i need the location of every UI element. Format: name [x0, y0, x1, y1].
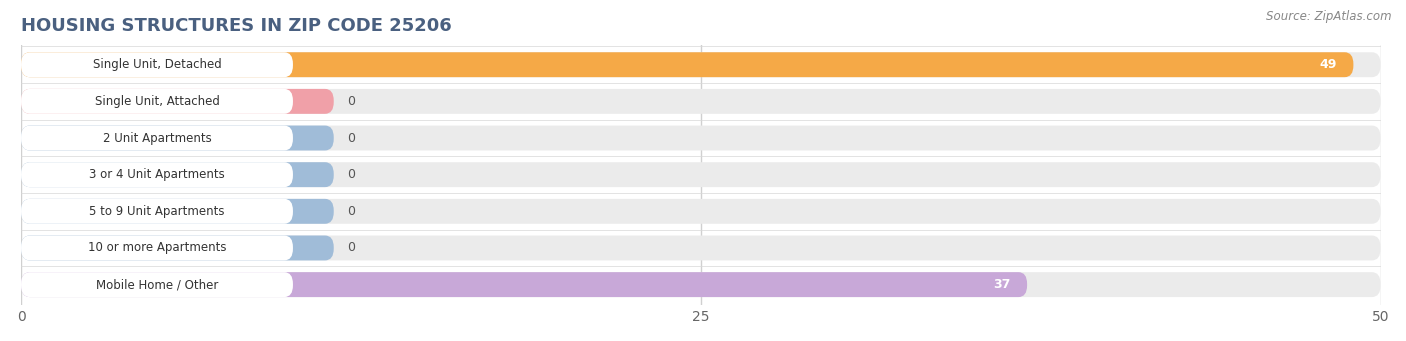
Text: 5 to 9 Unit Apartments: 5 to 9 Unit Apartments: [89, 205, 225, 218]
FancyBboxPatch shape: [21, 52, 1354, 77]
Text: 37: 37: [994, 278, 1011, 291]
FancyBboxPatch shape: [21, 125, 1381, 150]
Text: 0: 0: [347, 132, 356, 145]
FancyBboxPatch shape: [21, 89, 1381, 114]
Text: HOUSING STRUCTURES IN ZIP CODE 25206: HOUSING STRUCTURES IN ZIP CODE 25206: [21, 17, 451, 35]
FancyBboxPatch shape: [21, 272, 292, 297]
Text: Single Unit, Detached: Single Unit, Detached: [93, 58, 221, 71]
Text: 3 or 4 Unit Apartments: 3 or 4 Unit Apartments: [89, 168, 225, 181]
Text: 0: 0: [347, 95, 356, 108]
FancyBboxPatch shape: [21, 125, 292, 150]
FancyBboxPatch shape: [21, 236, 1381, 261]
FancyBboxPatch shape: [21, 272, 1381, 297]
FancyBboxPatch shape: [21, 125, 333, 150]
Text: 10 or more Apartments: 10 or more Apartments: [87, 241, 226, 254]
Text: Mobile Home / Other: Mobile Home / Other: [96, 278, 218, 291]
Text: 0: 0: [347, 205, 356, 218]
Text: Source: ZipAtlas.com: Source: ZipAtlas.com: [1267, 10, 1392, 23]
Text: 49: 49: [1320, 58, 1337, 71]
FancyBboxPatch shape: [21, 89, 292, 114]
FancyBboxPatch shape: [21, 199, 292, 224]
Text: Single Unit, Attached: Single Unit, Attached: [94, 95, 219, 108]
FancyBboxPatch shape: [21, 236, 292, 261]
FancyBboxPatch shape: [21, 199, 1381, 224]
Text: 2 Unit Apartments: 2 Unit Apartments: [103, 132, 211, 145]
FancyBboxPatch shape: [21, 162, 1381, 187]
FancyBboxPatch shape: [21, 89, 333, 114]
Text: 0: 0: [347, 241, 356, 254]
FancyBboxPatch shape: [21, 162, 292, 187]
FancyBboxPatch shape: [21, 236, 333, 261]
FancyBboxPatch shape: [21, 52, 292, 77]
FancyBboxPatch shape: [21, 199, 333, 224]
FancyBboxPatch shape: [21, 52, 1381, 77]
FancyBboxPatch shape: [21, 162, 333, 187]
FancyBboxPatch shape: [21, 272, 1028, 297]
Text: 0: 0: [347, 168, 356, 181]
